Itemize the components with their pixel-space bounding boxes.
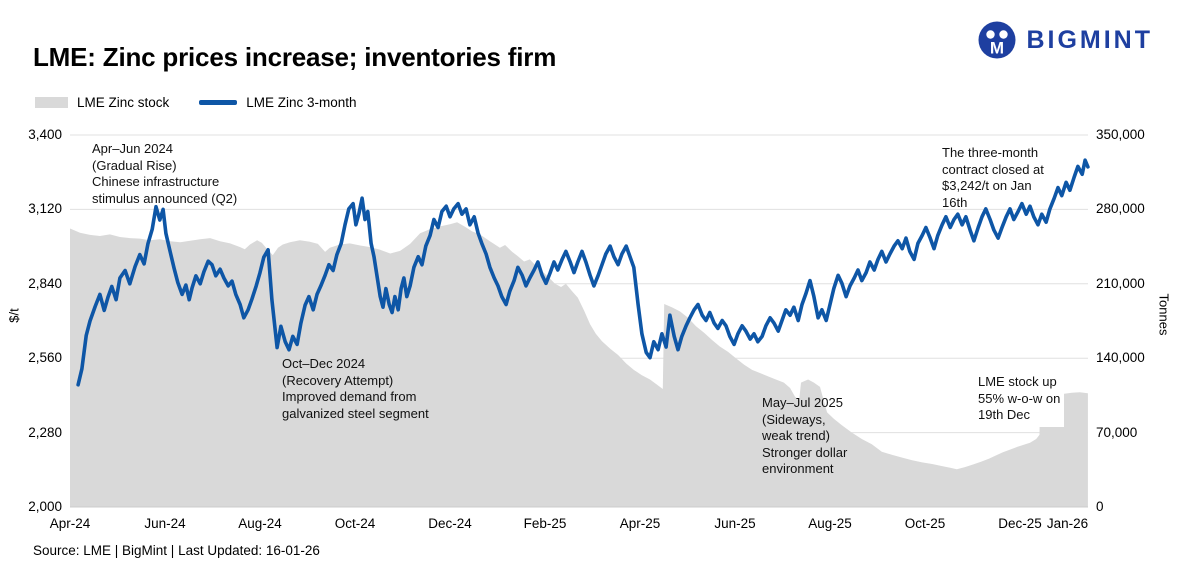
annotation-contract-close: The three-month contract closed at $3,24… <box>942 145 1044 210</box>
x-tick-label: Dec-24 <box>428 516 472 531</box>
y-left-tick-label: 3,400 <box>28 127 62 142</box>
y-left-tick-label: 2,560 <box>28 350 62 366</box>
bigmint-logo-text: BIGMINT <box>1026 25 1153 54</box>
x-tick-label: Oct-25 <box>904 516 946 531</box>
bigmint-logo: M BIGMINT <box>977 20 1153 60</box>
source-note: Source: LME | BigMint | Last Updated: 16… <box>33 543 320 558</box>
legend-swatch-price <box>199 100 238 105</box>
x-tick-label: Aug-24 <box>238 516 282 531</box>
page-title: LME: Zinc prices increase; inventories f… <box>33 42 557 72</box>
x-tick-label: Dec-25 <box>998 516 1042 531</box>
annotation-stock-jump: LME stock up 55% w-o-w on 19th Dec <box>978 374 1065 427</box>
svg-text:M: M <box>990 39 1004 58</box>
y-left-tick-label: 2,840 <box>28 275 62 291</box>
y-left-tick-label: 2,280 <box>28 424 62 440</box>
x-tick-label: Jun-25 <box>714 516 756 531</box>
y-right-tick-label: 0 <box>1096 499 1104 514</box>
y-right-tick-label: 140,000 <box>1096 350 1145 366</box>
annotation-sideways-trend: May–Jul 2025 (Sideways, weak trend) Stro… <box>762 395 848 476</box>
x-tick-label: Oct-24 <box>334 516 376 531</box>
x-tick-label: Apr-24 <box>49 516 91 531</box>
x-tick-label: Aug-25 <box>808 516 852 531</box>
legend-label-price: LME Zinc 3-month <box>246 95 357 110</box>
y-right-tick-label: 280,000 <box>1096 201 1145 217</box>
legend-swatch-stock <box>35 97 68 108</box>
y-left-tick-label: 2,000 <box>28 499 62 514</box>
chart-legend: LME Zinc stock LME Zinc 3-month <box>35 95 357 110</box>
y-right-tick-label: 70,000 <box>1096 424 1138 440</box>
y-right-tick-label: 210,000 <box>1096 275 1145 291</box>
x-tick-label: Apr-25 <box>619 516 661 531</box>
legend-label-stock: LME Zinc stock <box>77 95 170 110</box>
x-tick-label: Jan-26 <box>1046 516 1089 531</box>
annotation-recovery-attempt: Oct–Dec 2024 (Recovery Attempt) Improved… <box>282 356 429 421</box>
x-tick-label: Feb-25 <box>523 516 567 531</box>
stock-area-series <box>70 222 1088 507</box>
y-axis-title-right: Tonnes <box>1156 293 1172 336</box>
x-tick-label: Jun-24 <box>144 516 186 531</box>
y-left-tick-label: 3,120 <box>28 201 62 217</box>
bigmint-logo-icon: M <box>978 21 1016 59</box>
y-axis-title-left: $/t <box>6 308 22 323</box>
y-right-tick-label: 350,000 <box>1096 127 1145 142</box>
annotation-gradual-rise: Apr–Jun 2024 (Gradual Rise) Chinese infr… <box>92 141 238 206</box>
price-line-series <box>76 158 1090 387</box>
